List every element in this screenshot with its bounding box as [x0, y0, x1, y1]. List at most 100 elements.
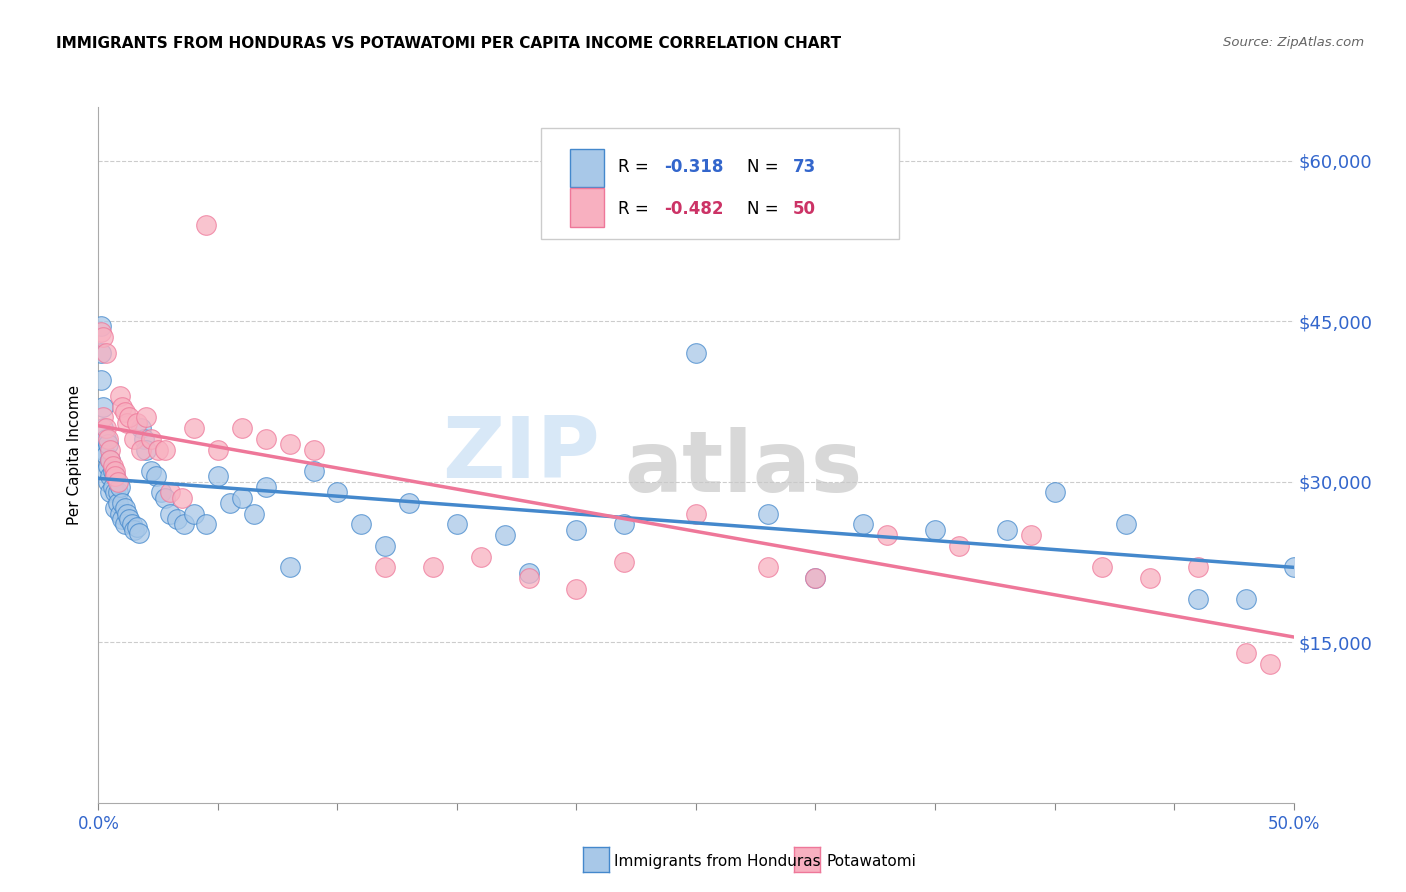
- Text: -0.482: -0.482: [664, 200, 723, 218]
- Point: [219, 496, 242, 510]
- Text: N =: N =: [748, 200, 785, 218]
- Point: [111, 496, 134, 510]
- Point: [145, 469, 167, 483]
- Point: [149, 485, 172, 500]
- Point: [91, 330, 114, 344]
- Point: [139, 464, 162, 478]
- Point: [114, 501, 136, 516]
- Point: [91, 410, 114, 425]
- Text: N =: N =: [748, 158, 785, 176]
- Point: [94, 448, 117, 462]
- Point: [278, 437, 301, 451]
- Point: [97, 458, 120, 473]
- Point: [876, 528, 898, 542]
- Point: [685, 507, 707, 521]
- Point: [302, 442, 325, 457]
- Point: [254, 432, 277, 446]
- Point: [125, 416, 148, 430]
- Point: [302, 464, 325, 478]
- Point: [132, 432, 155, 446]
- Point: [1258, 657, 1281, 671]
- Point: [183, 507, 205, 521]
- Point: [194, 517, 218, 532]
- Point: [231, 491, 253, 505]
- Text: Immigrants from Honduras: Immigrants from Honduras: [614, 855, 821, 869]
- Point: [104, 501, 127, 516]
- Point: [155, 442, 177, 457]
- Point: [131, 442, 153, 457]
- Point: [1234, 592, 1257, 607]
- Point: [470, 549, 492, 564]
- Point: [1234, 646, 1257, 660]
- Point: [135, 442, 157, 457]
- Point: [1187, 560, 1209, 574]
- Point: [565, 582, 588, 596]
- Point: [254, 480, 277, 494]
- Point: [422, 560, 444, 574]
- Point: [118, 512, 141, 526]
- Point: [90, 325, 112, 339]
- Point: [398, 496, 420, 510]
- Point: [155, 491, 177, 505]
- Text: -0.318: -0.318: [664, 158, 723, 176]
- Point: [166, 512, 188, 526]
- Point: [90, 346, 112, 360]
- Point: [517, 566, 540, 580]
- Point: [101, 480, 124, 494]
- Point: [1115, 517, 1137, 532]
- Point: [91, 442, 114, 457]
- Text: ZIP: ZIP: [443, 413, 600, 497]
- Point: [98, 442, 122, 457]
- Point: [108, 507, 131, 521]
- Point: [97, 475, 120, 489]
- Point: [107, 496, 129, 510]
- Point: [111, 400, 134, 414]
- Point: [756, 507, 779, 521]
- Point: [91, 400, 114, 414]
- Point: [101, 464, 124, 478]
- Point: [207, 442, 229, 457]
- Point: [995, 523, 1018, 537]
- Point: [125, 519, 148, 533]
- Point: [107, 475, 129, 489]
- Point: [148, 442, 170, 457]
- Point: [804, 571, 827, 585]
- Point: [173, 517, 195, 532]
- Point: [135, 410, 157, 425]
- Text: IMMIGRANTS FROM HONDURAS VS POTAWATOMI PER CAPITA INCOME CORRELATION CHART: IMMIGRANTS FROM HONDURAS VS POTAWATOMI P…: [56, 36, 841, 51]
- Point: [98, 453, 122, 467]
- Point: [108, 480, 131, 494]
- Bar: [571, 188, 605, 227]
- Point: [94, 432, 117, 446]
- Point: [172, 491, 194, 505]
- Bar: [571, 149, 605, 187]
- Point: [231, 421, 253, 435]
- Point: [115, 507, 138, 521]
- Point: [446, 517, 468, 532]
- Point: [613, 517, 636, 532]
- Point: [804, 571, 827, 585]
- Point: [94, 464, 117, 478]
- Point: [104, 469, 127, 483]
- Point: [278, 560, 301, 574]
- Point: [852, 517, 875, 532]
- Point: [159, 485, 181, 500]
- Point: [115, 416, 138, 430]
- Point: [756, 560, 779, 574]
- Text: 50: 50: [793, 200, 815, 218]
- Point: [374, 539, 396, 553]
- Text: 73: 73: [793, 158, 815, 176]
- Point: [98, 485, 122, 500]
- Point: [121, 517, 143, 532]
- Text: Source: ZipAtlas.com: Source: ZipAtlas.com: [1223, 36, 1364, 49]
- Point: [1139, 571, 1161, 585]
- Point: [98, 453, 122, 467]
- Point: [131, 421, 153, 435]
- Point: [114, 517, 136, 532]
- FancyBboxPatch shape: [540, 128, 900, 239]
- Point: [98, 469, 122, 483]
- Point: [108, 389, 131, 403]
- Point: [111, 512, 134, 526]
- Point: [517, 571, 540, 585]
- Point: [1019, 528, 1042, 542]
